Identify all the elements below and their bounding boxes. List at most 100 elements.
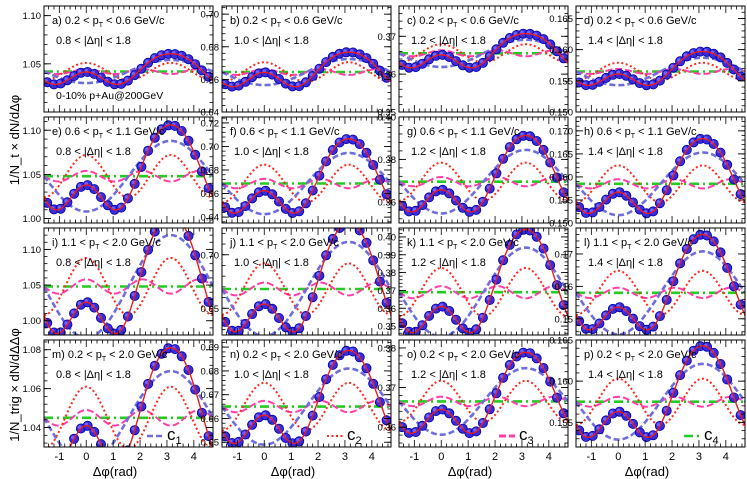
panel-eta-label: 1.4 < |Δη| < 1.8: [588, 369, 663, 381]
y-tick-label: 0.68: [201, 42, 220, 53]
y-tick-label: 1.00: [23, 214, 42, 225]
fit-total-line: [399, 351, 568, 434]
x-axis-label: Δφ(rad): [448, 464, 493, 479]
data-point-highlight: [506, 361, 511, 366]
y-tick-label: 0.155: [549, 418, 573, 429]
panel-eta-label: 1.0 < |Δη| < 1.8: [234, 257, 309, 269]
data-point-highlight: [329, 146, 334, 151]
panel-frame: [43, 339, 214, 448]
panel-eta-label: 0.8 < |Δη| < 1.8: [56, 146, 131, 158]
y-tick-label: 0.40: [378, 232, 397, 243]
panel-frame: [575, 339, 746, 448]
series-c1-line: [576, 362, 745, 441]
y-tick-label: 0.38: [378, 155, 397, 166]
panel-pt-label: b) 0.2 < pT < 0.6 GeV/c: [230, 15, 343, 29]
panel-pt-label: n) 0.2 < pT < 2.0 GeV/c: [230, 349, 343, 363]
panel-eta-label: 1.2 < |Δη| < 1.8: [411, 35, 486, 47]
panel-frame: [221, 227, 392, 336]
panel-pt-label: e) 0.6 < pT < 1.1 GeV/c: [52, 126, 165, 140]
data-point-highlight: [118, 459, 122, 463]
fit-total-line: [576, 233, 745, 331]
panel-pt-label: f) 0.6 < pT < 1.1 GeV/c: [230, 126, 340, 140]
data-point-highlight: [179, 219, 183, 223]
system-label: 0-10% p+Au@200GeV: [56, 90, 163, 102]
fit-total-line: [399, 228, 568, 334]
panel-frame: [43, 227, 214, 336]
y-tick-label: 0.160: [549, 377, 573, 388]
y-tick-label: 0.68: [201, 166, 220, 177]
panel-h: 0.150 0.155 0.160 0.165 0.170 h) 0.6 < pT < 1…: [549, 116, 746, 230]
data-point-highlight: [473, 428, 477, 432]
legend-c3: c3: [499, 425, 534, 447]
y-tick-label: 0.17: [555, 249, 574, 260]
y-tick-label: 0.68: [201, 366, 220, 377]
y-tick-label: 0.67: [201, 390, 220, 401]
series-c1-line: [44, 233, 213, 335]
fit-total-line: [576, 138, 745, 215]
series-c2-line: [576, 164, 745, 204]
panel-eta-label: 1.0 < |Δη| < 1.8: [234, 146, 309, 158]
y-tick-label: 0.150: [549, 219, 573, 230]
x-tick-label: -1: [232, 451, 242, 463]
series-c1-line: [44, 139, 213, 213]
panel-a: 1.05 1.10 a) 0.2 < pT < 0.6 GeV/c 0.8 < |Δη…: [23, 5, 214, 113]
x-tick-label: 1: [642, 451, 648, 463]
panel-pt-label: p) 0.2 < pT < 2.0 GeV/c: [584, 349, 697, 363]
series-c3-line: [399, 49, 568, 58]
x-tick-label: 2: [492, 451, 498, 463]
y-tick-label: 1.05: [23, 281, 42, 292]
x-tick-label: 1: [288, 451, 294, 463]
y-tick-label: 1.05: [23, 59, 42, 70]
y-tick-label: 0.38: [378, 343, 397, 354]
series-c3-line: [44, 408, 213, 427]
data-point-highlight: [151, 54, 156, 59]
fit-total-line: [399, 134, 568, 213]
y-tick-label: 0.65: [201, 438, 220, 449]
y-tick-label: 0.155: [549, 195, 573, 206]
fit-total-line: [576, 345, 745, 439]
y-tick-label: 0.170: [549, 126, 573, 137]
fit-total-line: [399, 32, 568, 69]
panel-frame: [398, 339, 569, 448]
data-point: [164, 210, 173, 219]
y-tick-label: 1.05: [23, 170, 42, 181]
x-tick-label: 2: [669, 451, 675, 463]
x-tick-label: 4: [191, 451, 197, 463]
fit-total-line: [222, 138, 391, 214]
panel-g: 0.36 0.38 0.40 g) 0.6 < pT < 1.1 GeV/c 1.2 <…: [378, 113, 569, 224]
data-point-highlight: [44, 453, 48, 457]
x-tick-label: 3: [342, 451, 348, 463]
x-tick-label: 3: [164, 451, 170, 463]
y-tick-label: 0.36: [378, 423, 397, 434]
fit-total-line: [44, 53, 213, 86]
y-tick-label: 1.10: [23, 126, 42, 137]
data-point-highlight: [125, 447, 129, 451]
y-tick-label: 0.16: [555, 282, 574, 293]
y-tick-label: 0.155: [549, 76, 573, 87]
legend-label: c1: [167, 425, 182, 447]
data-point-highlight: [172, 212, 176, 216]
x-tick-label: 0: [83, 451, 89, 463]
y-tick-label: 0.37: [378, 32, 397, 43]
x-tick-label: 1: [465, 451, 471, 463]
y-tick-label: 0.39: [378, 250, 397, 261]
y-tick-label: 0.165: [549, 149, 573, 160]
data-point: [350, 228, 356, 229]
panel-pt-label: a) 0.2 < pT < 0.6 GeV/c: [52, 15, 165, 29]
legend-c4: c4: [684, 425, 719, 447]
panel-k: 0.35 0.36 0.37 0.38 0.39 0.40 k) 1.1 < pT < 2.…: [378, 227, 569, 336]
data-point-highlight: [329, 53, 334, 58]
series-c1-line: [576, 249, 745, 335]
panel-eta-label: 1.0 < |Δη| < 1.8: [234, 369, 309, 381]
series-c3-line: [222, 68, 391, 77]
fit-total-line: [44, 228, 213, 335]
panel-o: 0.36 0.37 0.38 o) 0.2 < pT < 2.0 GeV/c 1.2 <…: [378, 339, 569, 479]
panel-d: 0.150 0.155 0.160 0.165 d) 0.2 < pT < 0.6 Ge…: [549, 5, 746, 119]
y-tick-label: 0.66: [201, 414, 220, 425]
y-tick-label: 0.160: [549, 45, 573, 56]
series-c2-line: [576, 61, 745, 82]
x-axis-label: Δφ(rad): [271, 464, 316, 479]
panel-frame: [221, 339, 392, 448]
series-c2-line: [576, 377, 745, 426]
